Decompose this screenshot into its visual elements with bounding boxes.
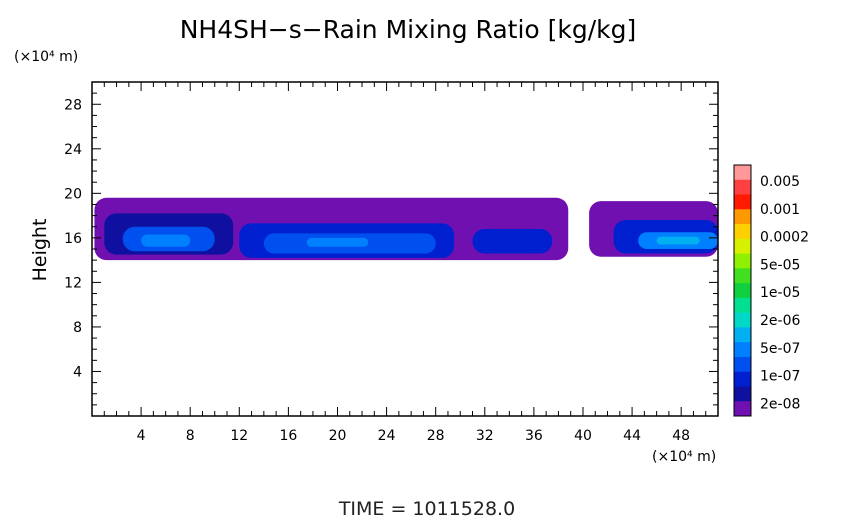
colorbar-swatch	[734, 356, 751, 373]
x-unit-label: (×10⁴ m)	[652, 449, 716, 465]
colorbar-swatch	[734, 268, 751, 284]
colorbar-swatch	[734, 209, 751, 225]
field-region-6	[141, 234, 191, 247]
y-tick-label: 28	[64, 97, 82, 113]
x-tick-label: 16	[279, 428, 297, 444]
colorbar-label: 2e-08	[760, 396, 800, 412]
colorbar-swatch	[734, 386, 751, 402]
y-unit-label: (×10⁴ m)	[14, 49, 78, 65]
y-axis-label: Height	[29, 219, 51, 282]
y-tick-label: 8	[73, 320, 82, 336]
plot-field	[94, 197, 718, 261]
colorbar-swatch	[734, 297, 751, 314]
field-region-7	[306, 237, 369, 247]
y-ticks: 4 8 12 16 20 24 28	[64, 92, 718, 406]
time-label: TIME = 1011528.0	[338, 498, 515, 519]
x-tick-label: 44	[623, 428, 641, 444]
y-tick-label: 12	[64, 275, 82, 291]
y-tick-label: 20	[64, 186, 82, 202]
colorbar: 0.005 0.001 0.0002 5e-05 1e-05 2e-06 5e-07 1e-0…	[733, 164, 809, 417]
colorbar-swatch	[734, 224, 751, 240]
field-region-11	[656, 236, 700, 245]
x-ticks: 4 8 12 16 20 24 28 32 36 40 44 48	[103, 82, 707, 444]
colorbar-swatch	[734, 327, 751, 343]
colorbar-swatch	[734, 238, 751, 255]
x-tick-label: 4	[137, 428, 146, 444]
colorbar-frame	[733, 164, 752, 417]
colorbar-label: 0.0002	[760, 230, 809, 246]
colorbar-swatch	[734, 312, 751, 328]
field-region-3	[472, 228, 553, 254]
colorbar-swatch	[734, 401, 751, 417]
x-tick-label: 28	[427, 428, 445, 444]
x-tick-label: 48	[672, 428, 690, 444]
colorbar-swatch	[734, 194, 751, 210]
y-tick-label: 16	[64, 231, 82, 247]
colorbar-swatch	[734, 179, 751, 196]
colorbar-label: 0.005	[760, 174, 800, 190]
colorbar-swatch	[734, 342, 751, 358]
colorbar-swatch	[734, 253, 751, 269]
x-tick-label: 12	[230, 428, 248, 444]
x-tick-label: 24	[378, 428, 396, 444]
colorbar-label: 0.001	[760, 202, 800, 218]
x-tick-label: 36	[525, 428, 543, 444]
chart-title: NH4SH−s−Rain Mixing Ratio [kg/kg]	[180, 15, 637, 44]
colorbar-swatch	[734, 165, 751, 181]
colorbar-label: 2e-06	[760, 313, 800, 329]
x-tick-label: 20	[329, 428, 347, 444]
colorbar-label: 5e-07	[760, 341, 800, 357]
colorbar-label: 1e-07	[760, 369, 800, 385]
colorbar-swatch	[734, 283, 751, 299]
y-tick-label: 24	[64, 142, 82, 158]
colorbar-label: 1e-05	[760, 285, 800, 301]
y-tick-label: 4	[73, 364, 82, 380]
x-tick-label: 32	[476, 428, 494, 444]
colorbar-label: 5e-05	[760, 257, 800, 273]
colorbar-swatch	[734, 371, 751, 387]
x-tick-label: 40	[574, 428, 592, 444]
x-tick-label: 8	[186, 428, 195, 444]
